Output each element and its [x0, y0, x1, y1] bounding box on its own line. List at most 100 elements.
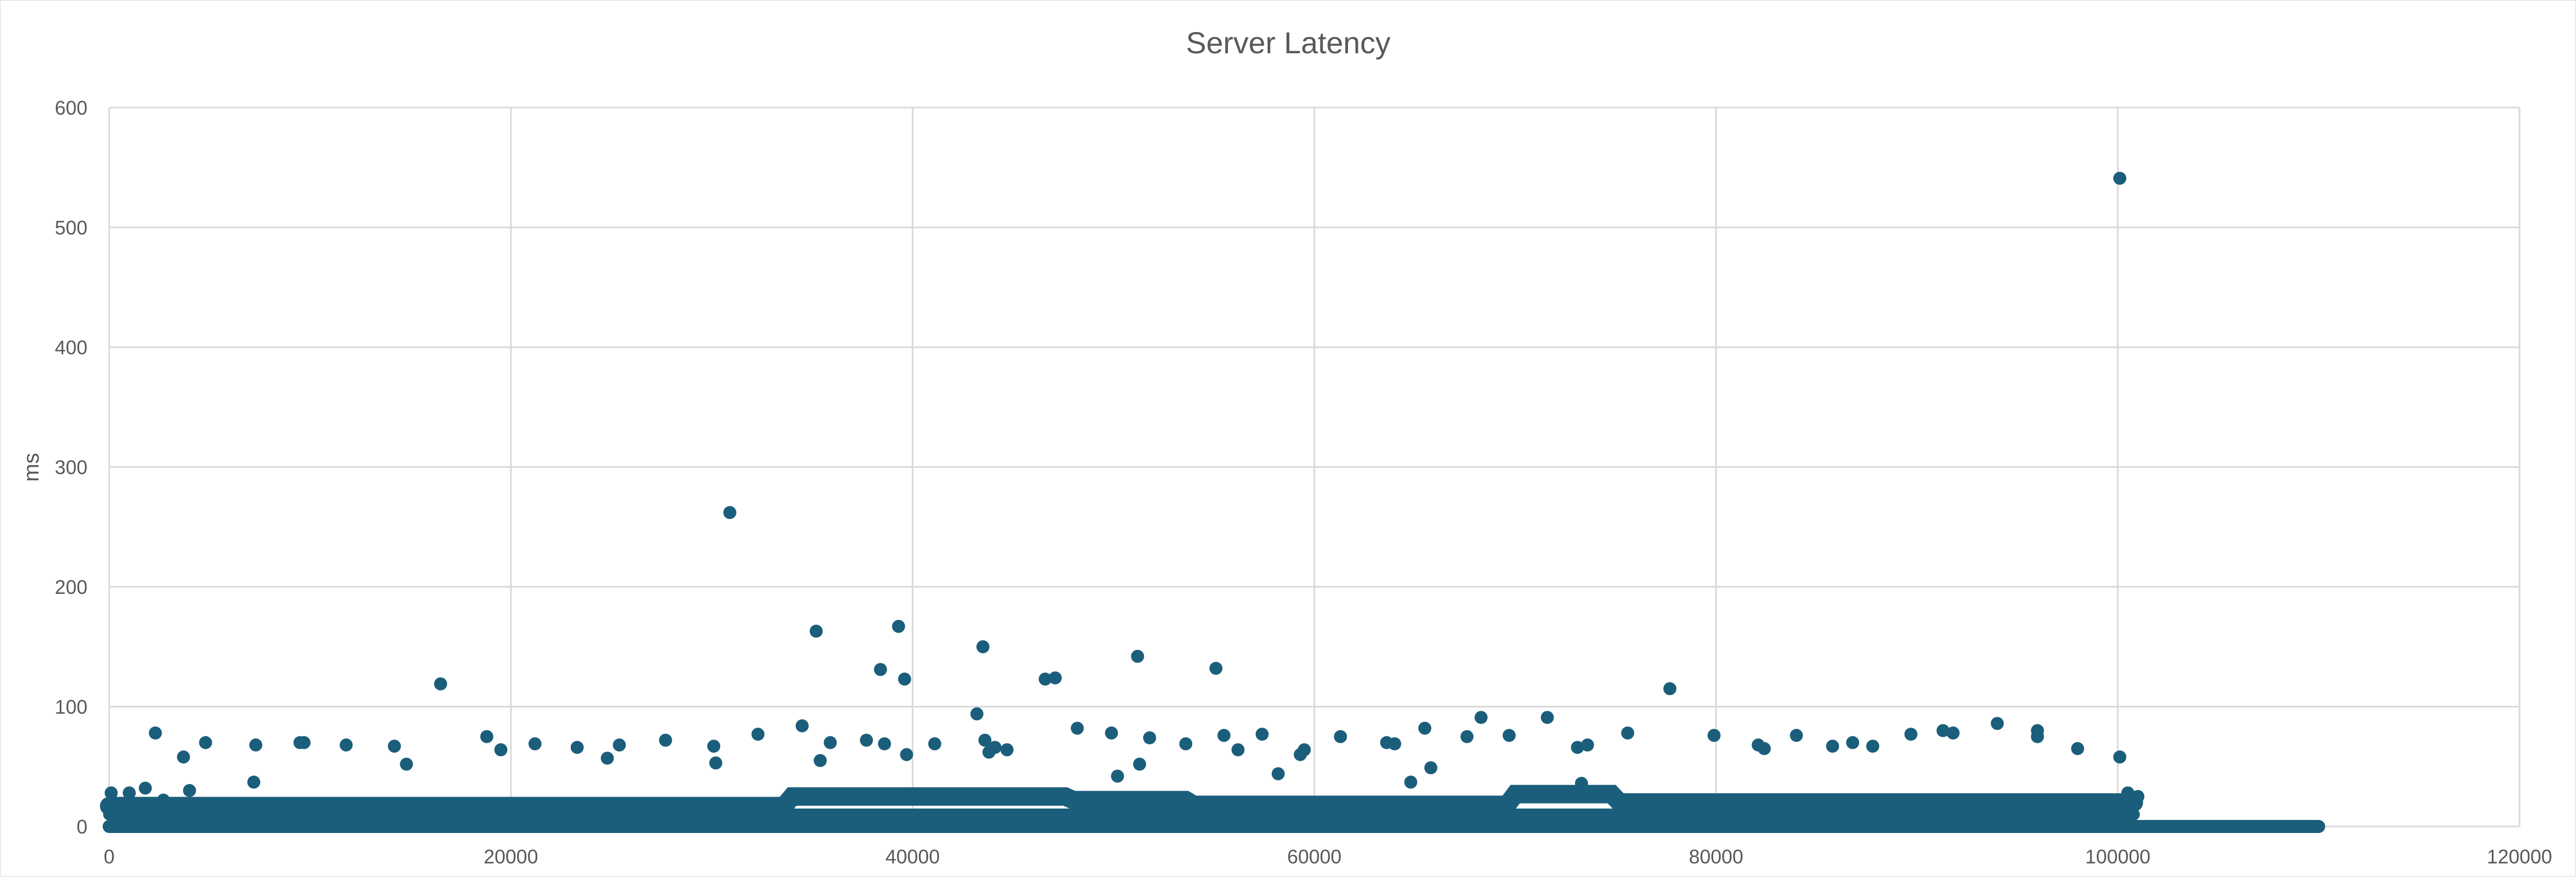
data-point	[1334, 730, 1347, 743]
data-point	[2121, 786, 2134, 800]
data-point	[1502, 729, 1516, 742]
data-point	[874, 663, 887, 676]
data-point	[707, 740, 721, 753]
data-point	[1707, 729, 1721, 742]
data-point	[1904, 728, 1918, 741]
grid-lines	[108, 107, 2521, 828]
x-tick-label: 60000	[1287, 845, 1341, 868]
data-point	[1111, 769, 1124, 783]
x-tick-label: 120000	[2487, 845, 2552, 868]
data-point	[978, 734, 992, 747]
data-point	[928, 737, 942, 750]
chart-title: Server Latency	[1186, 26, 1391, 60]
data-point	[1255, 728, 1269, 741]
data-point	[1298, 743, 1311, 756]
data-point	[2113, 750, 2127, 764]
data-point	[570, 741, 584, 754]
data-point	[1105, 726, 1118, 740]
data-point	[104, 786, 118, 800]
data-point	[339, 738, 353, 752]
data-point	[2113, 172, 2127, 185]
data-point	[1131, 649, 1144, 663]
data-point	[795, 719, 809, 732]
data-point	[156, 793, 170, 807]
data-point	[659, 734, 672, 747]
data-point	[1133, 757, 1147, 771]
data-point	[613, 738, 626, 752]
data-point	[122, 786, 136, 800]
data-point	[1418, 722, 1432, 735]
data-point	[970, 707, 984, 721]
y-tick-label: 0	[77, 816, 87, 838]
data-point	[878, 737, 891, 750]
x-tick-label: 20000	[484, 845, 538, 868]
data-point	[1070, 722, 1084, 735]
data-point	[149, 726, 162, 740]
data-point	[1541, 711, 1554, 724]
data-point	[297, 736, 311, 749]
data-point	[898, 672, 911, 686]
data-point	[182, 784, 196, 797]
y-tick-label: 600	[55, 97, 87, 119]
data-point	[900, 748, 914, 761]
x-tick-label: 100000	[2085, 845, 2150, 868]
data-point	[494, 743, 508, 756]
data-point	[1621, 726, 1634, 740]
data-point	[823, 736, 837, 749]
data-point	[1424, 761, 1438, 774]
data-point	[2031, 730, 2044, 743]
data-point	[1388, 737, 1401, 750]
data-point	[1846, 736, 1860, 749]
data-point	[138, 781, 152, 795]
tick-labels: 0 100 200 300 400 500 600 0 20000 40000 60000 80000…	[55, 97, 2552, 868]
data-point	[1404, 775, 1418, 789]
data-point	[988, 741, 1002, 754]
data-point	[1474, 711, 1488, 724]
data-point	[1790, 729, 1803, 742]
data-point	[177, 750, 190, 764]
data-point	[1991, 717, 2004, 730]
data-point	[1826, 740, 1840, 753]
y-axis-title: ms	[20, 453, 43, 481]
data-point	[1048, 671, 1062, 685]
y-tick-label: 300	[55, 456, 87, 479]
data-point	[249, 738, 262, 752]
data-point	[1217, 729, 1231, 742]
data-point	[1571, 741, 1584, 754]
y-tick-label: 100	[55, 696, 87, 718]
data-point	[1460, 730, 1474, 743]
data-point	[1209, 661, 1223, 675]
x-tick-label: 40000	[885, 845, 940, 868]
data-points	[104, 172, 2145, 807]
data-point	[388, 740, 401, 753]
typical-latency-band	[100, 785, 2143, 816]
data-point	[1271, 767, 1285, 780]
data-point	[1000, 743, 1014, 756]
data-point	[709, 756, 722, 770]
data-point	[809, 624, 823, 638]
y-tick-label: 200	[55, 576, 87, 598]
data-point	[1179, 737, 1193, 750]
data-point	[480, 730, 494, 743]
data-point	[528, 737, 542, 750]
data-point	[247, 775, 261, 789]
data-point	[1574, 776, 1588, 790]
data-point	[1580, 738, 1594, 752]
data-point	[2071, 742, 2084, 755]
data-point	[1143, 731, 1156, 744]
data-point	[892, 619, 905, 633]
data-point	[723, 506, 736, 519]
data-point	[601, 751, 614, 765]
data-point	[2131, 790, 2145, 803]
data-point	[976, 640, 990, 654]
data-point	[434, 677, 448, 691]
data-point	[1231, 743, 1245, 756]
data-point	[1663, 682, 1677, 696]
y-tick-label: 400	[55, 336, 87, 359]
data-point	[1758, 742, 1771, 755]
data-point	[400, 757, 413, 771]
data-point	[1947, 726, 1960, 740]
x-tick-label: 80000	[1689, 845, 1743, 868]
